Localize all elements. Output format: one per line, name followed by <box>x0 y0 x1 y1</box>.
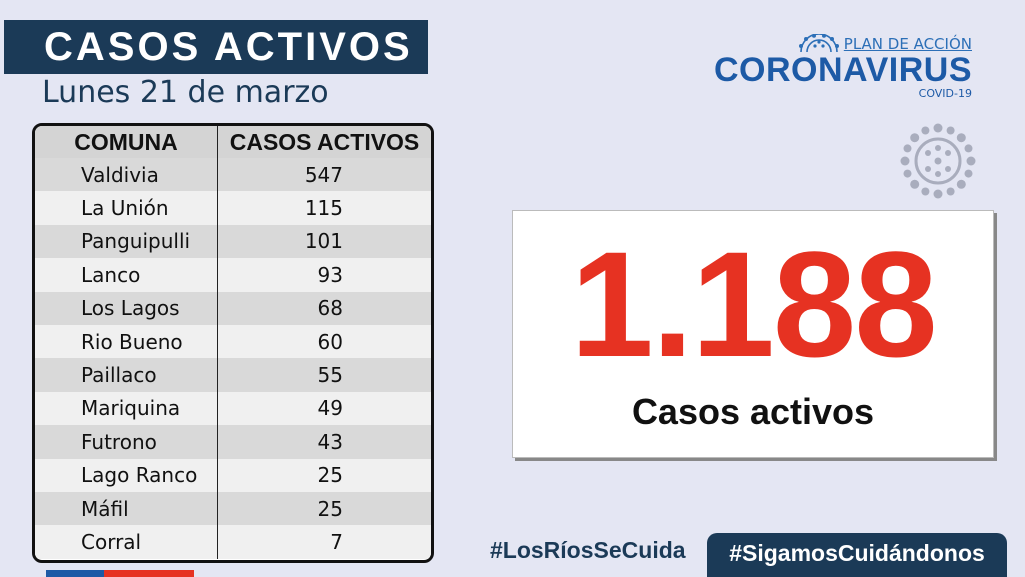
commune-name: Futrono <box>35 425 218 459</box>
hashtag-campaign: #SigamosCuidándonos <box>707 533 1007 577</box>
commune-name: Rio Bueno <box>35 324 218 359</box>
active-cases: 93 <box>217 258 431 292</box>
commune-name: Lago Ranco <box>35 458 218 492</box>
table-row: Corral 7 <box>35 525 431 559</box>
commune-name: Valdivia <box>35 158 218 192</box>
total-active-cases-value: 1.188 <box>570 220 937 388</box>
active-cases: 7 <box>217 525 431 559</box>
table-row: Paillaco 55 <box>35 358 431 392</box>
active-cases: 55 <box>217 358 431 392</box>
active-cases: 547 <box>217 158 431 192</box>
total-active-cases-box: 1.188 Casos activos <box>512 210 994 458</box>
table-row: Valdivia 547 <box>35 158 431 192</box>
flag-stripe-blue <box>46 570 104 577</box>
commune-name: Máfil <box>35 491 218 526</box>
commune-name: Paillaco <box>35 358 218 392</box>
table-row: Máfil 25 <box>35 491 431 526</box>
table-row: Lanco 93 <box>35 258 431 292</box>
active-cases: 25 <box>217 491 431 526</box>
commune-name: Corral <box>35 525 218 559</box>
table-row: Panguipulli 101 <box>35 224 431 259</box>
commune-name: Los Lagos <box>35 291 218 325</box>
total-active-cases-label: Casos activos <box>631 391 875 432</box>
table-row: Futrono 43 <box>35 425 431 459</box>
hashtag-region: #LosRíosSeCuida <box>490 537 686 563</box>
commune-name: Panguipulli <box>35 224 218 259</box>
active-cases: 43 <box>217 425 431 459</box>
table-row: La Unión 115 <box>35 191 431 225</box>
flag-stripe-red <box>104 570 194 577</box>
virus-icon <box>798 33 839 53</box>
table-row: Mariquina 49 <box>35 391 431 426</box>
active-cases: 115 <box>217 191 431 225</box>
coronavirus-plan-logo: PLAN DE ACCIÓN CORONAVIRUS COVID-19 <box>714 33 972 100</box>
column-header-comuna: COMUNA <box>35 126 218 158</box>
logo-coronavirus-text: CORONAVIRUS <box>714 51 972 89</box>
active-cases: 60 <box>217 324 431 359</box>
table-header-row: COMUNA CASOS ACTIVOS <box>35 126 431 158</box>
active-cases: 68 <box>217 291 431 325</box>
active-cases: 25 <box>217 458 431 492</box>
active-cases: 101 <box>217 224 431 259</box>
commune-name: Lanco <box>35 258 218 292</box>
cases-table: COMUNA CASOS ACTIVOS Valdivia 547 La Unió… <box>32 123 434 563</box>
active-cases: 49 <box>217 391 431 426</box>
table-row: Lago Ranco 25 <box>35 458 431 492</box>
page-title: CASOS ACTIVOS <box>4 20 428 74</box>
table-row: Los Lagos 68 <box>35 291 431 325</box>
commune-name: La Unión <box>35 191 218 225</box>
column-header-casos: CASOS ACTIVOS <box>217 126 431 158</box>
logo-covid-text: COVID-19 <box>918 87 972 100</box>
logo-plan-text: PLAN DE ACCIÓN <box>714 33 972 53</box>
virus-icon <box>900 123 976 199</box>
commune-name: Mariquina <box>35 391 218 426</box>
table-row: Rio Bueno 60 <box>35 324 431 359</box>
report-date: Lunes 21 de marzo <box>42 75 329 110</box>
